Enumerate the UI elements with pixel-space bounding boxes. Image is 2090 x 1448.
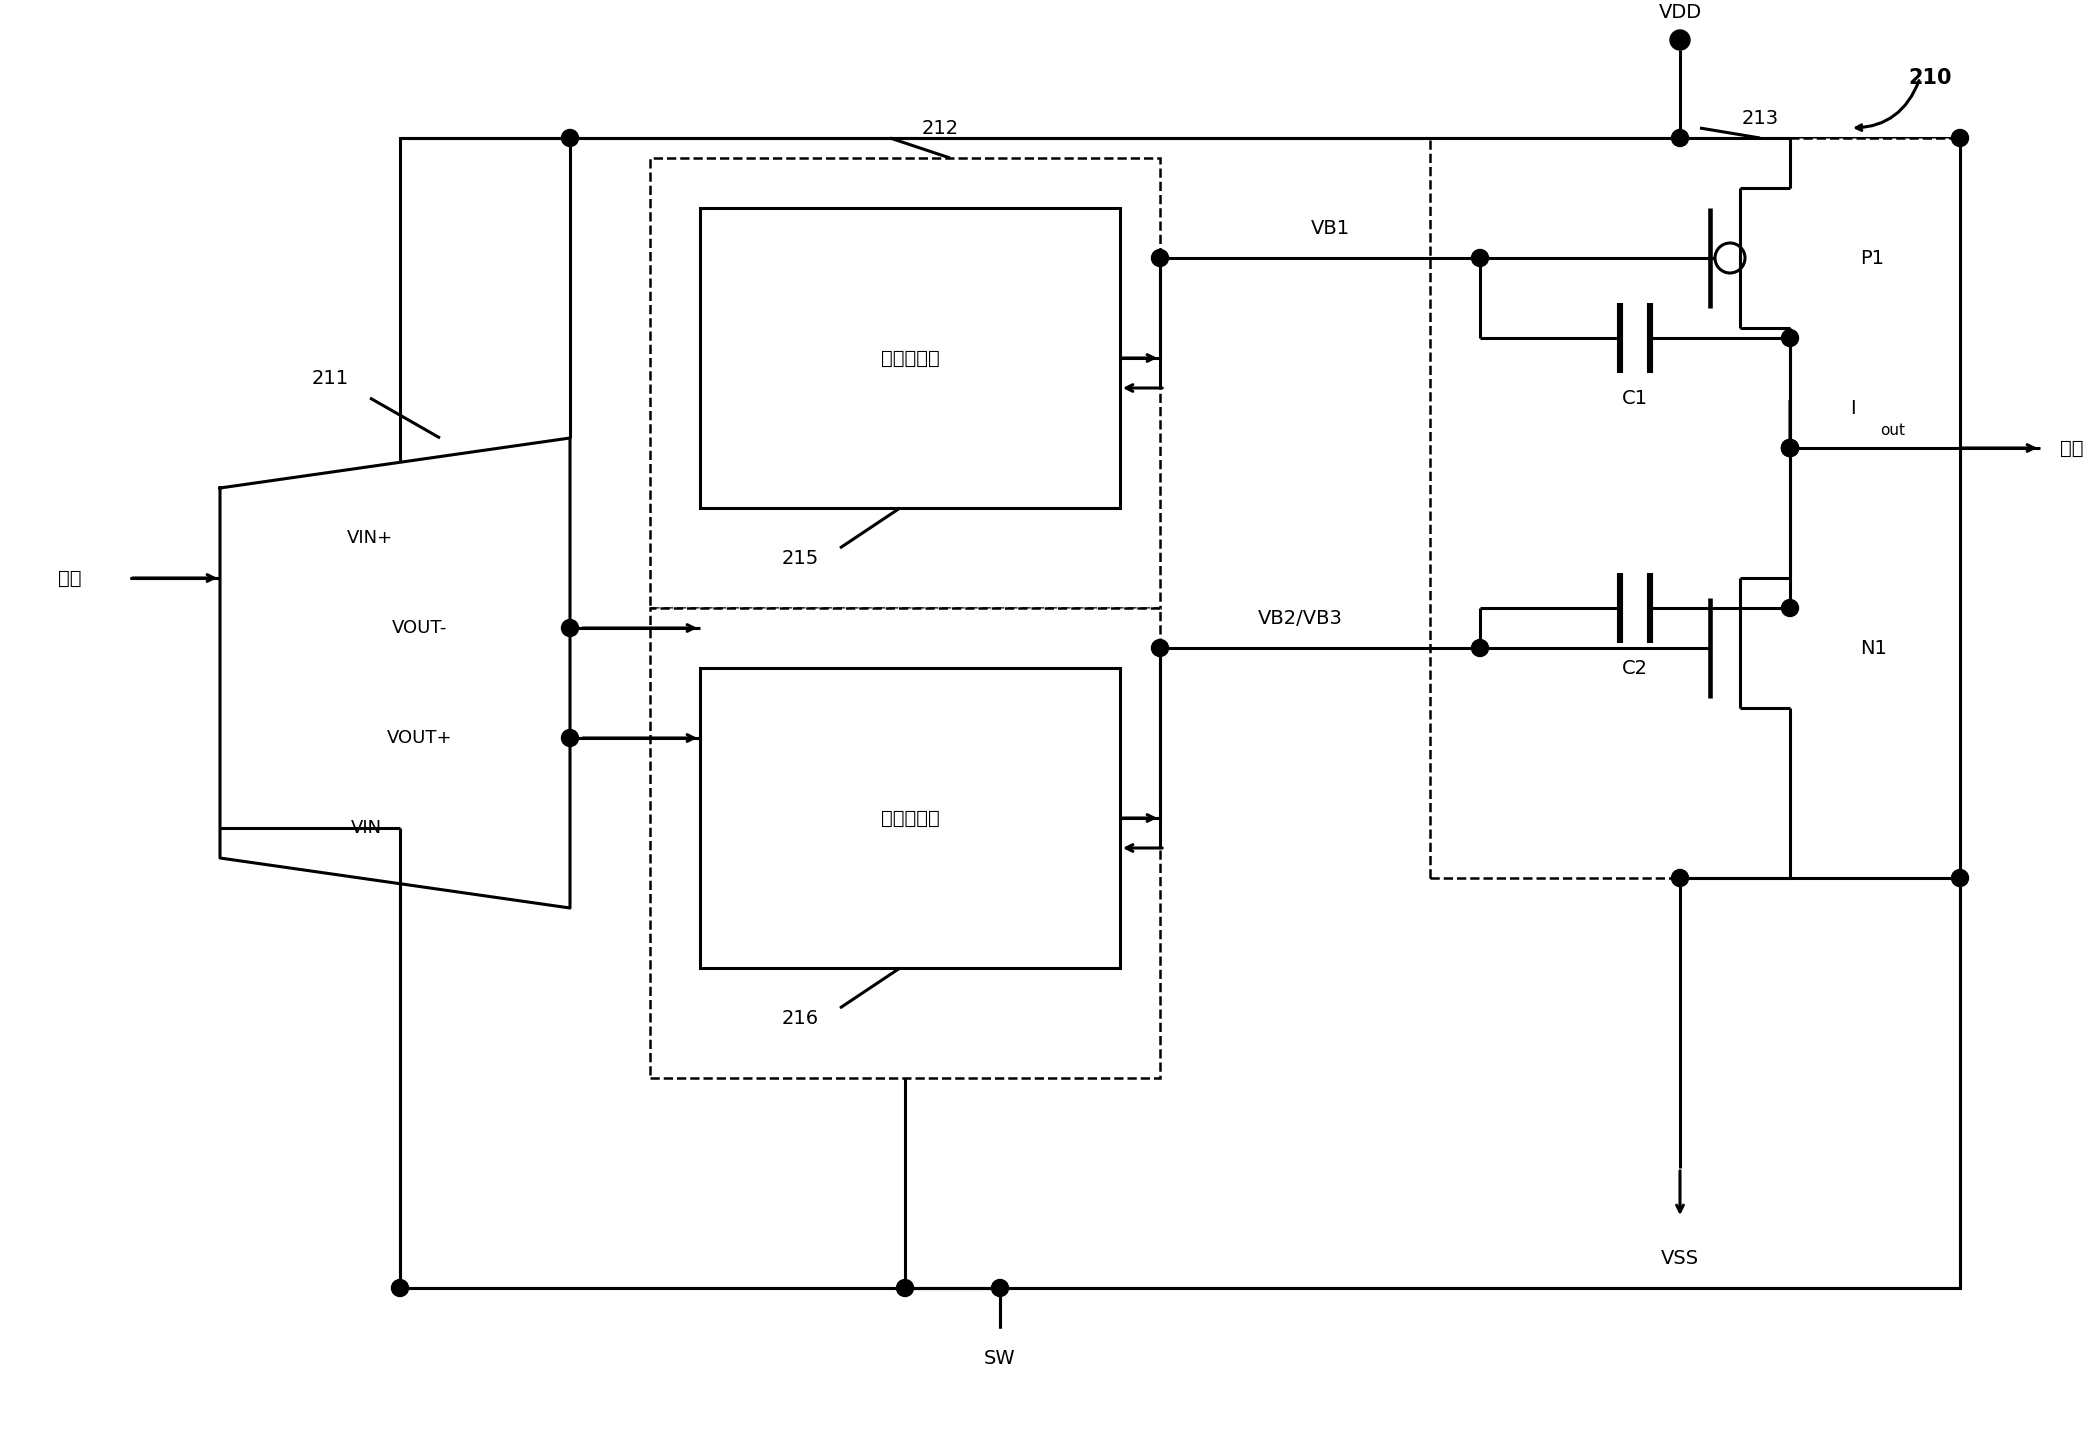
- Text: 偏置控制器: 偏置控制器: [880, 349, 938, 368]
- Bar: [399, 138, 1960, 1289]
- Circle shape: [562, 620, 579, 637]
- Circle shape: [1152, 640, 1168, 656]
- Circle shape: [1781, 440, 1799, 456]
- Circle shape: [991, 1280, 1009, 1296]
- Circle shape: [1471, 249, 1488, 266]
- Text: 210: 210: [1908, 68, 1952, 88]
- Bar: [650, 608, 1160, 1077]
- Text: VIN+: VIN+: [347, 529, 393, 547]
- Text: VIN-: VIN-: [351, 820, 389, 837]
- Text: 偏置控制器: 偏置控制器: [880, 808, 938, 827]
- Circle shape: [897, 1280, 913, 1296]
- Circle shape: [1952, 129, 1969, 146]
- Polygon shape: [219, 437, 571, 908]
- Text: VSS: VSS: [1662, 1248, 1699, 1267]
- Circle shape: [1781, 440, 1799, 456]
- Text: SW: SW: [984, 1348, 1016, 1367]
- Text: 输入: 输入: [59, 569, 82, 588]
- Bar: [700, 668, 1120, 969]
- Text: 215: 215: [782, 549, 819, 568]
- Text: C2: C2: [1622, 659, 1649, 678]
- Bar: [700, 209, 1120, 508]
- Circle shape: [1781, 599, 1799, 617]
- Text: VDD: VDD: [1659, 3, 1701, 23]
- Circle shape: [562, 730, 579, 747]
- Text: out: out: [1881, 423, 1904, 437]
- Text: VB2/VB3: VB2/VB3: [1258, 608, 1342, 627]
- Text: 216: 216: [782, 1008, 819, 1028]
- Circle shape: [1670, 30, 1691, 51]
- Text: I: I: [1850, 400, 1856, 418]
- Circle shape: [1471, 640, 1488, 656]
- Text: VB1: VB1: [1310, 219, 1350, 237]
- Circle shape: [1781, 330, 1799, 346]
- Bar: [650, 158, 1160, 608]
- Text: 输出: 输出: [2061, 439, 2084, 458]
- Text: VOUT-: VOUT-: [393, 618, 447, 637]
- Text: P1: P1: [1860, 249, 1883, 268]
- Circle shape: [562, 129, 579, 146]
- Circle shape: [391, 1280, 408, 1296]
- Text: 211: 211: [311, 368, 349, 388]
- Text: VOUT+: VOUT+: [387, 728, 454, 747]
- Text: 212: 212: [922, 119, 959, 138]
- Text: 213: 213: [1741, 109, 1779, 127]
- Text: C1: C1: [1622, 388, 1649, 407]
- Circle shape: [1952, 869, 1969, 886]
- Bar: [1430, 138, 1960, 877]
- Circle shape: [1672, 869, 1689, 886]
- Circle shape: [1781, 440, 1799, 456]
- Circle shape: [1152, 249, 1168, 266]
- Circle shape: [1672, 129, 1689, 146]
- Text: N1: N1: [1860, 639, 1887, 657]
